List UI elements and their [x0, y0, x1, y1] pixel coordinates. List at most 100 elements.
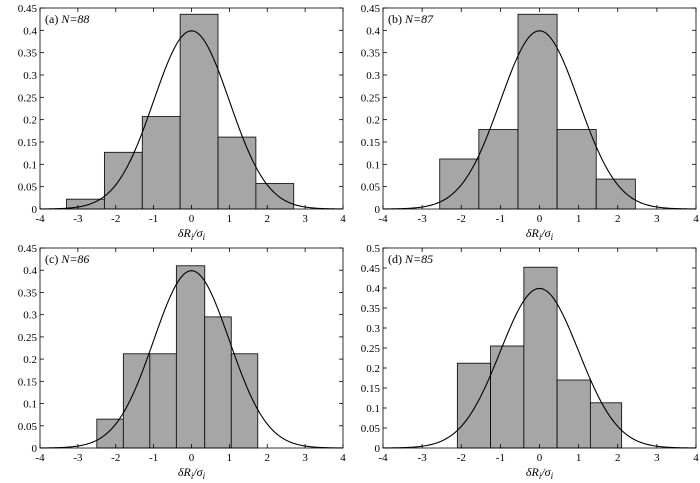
- y-tick-label: 0.45: [18, 3, 38, 15]
- x-tick-label: -2: [457, 452, 466, 464]
- panel-letter: (b): [388, 12, 405, 26]
- y-tick-label: 0.3: [23, 70, 37, 82]
- y-tick-label: 0.1: [366, 159, 380, 171]
- x-axis-label-subscript: i: [539, 232, 542, 242]
- x-tick-label: 2: [615, 452, 621, 464]
- y-tick-label: 0.35: [18, 287, 38, 299]
- y-tick-label: 0.1: [366, 403, 380, 415]
- x-tick-label: 2: [265, 452, 271, 464]
- x-axis-label-subscript: i: [551, 232, 554, 242]
- y-tick-label: 0.05: [361, 182, 381, 194]
- histogram-bar: [456, 362, 491, 449]
- y-tick-label: 0.35: [18, 48, 38, 60]
- y-tick-label: 0.3: [23, 310, 37, 322]
- x-tick-label: -4: [378, 213, 388, 225]
- x-axis-label-subscript: i: [191, 232, 194, 242]
- y-tick-label: 0.25: [18, 332, 38, 344]
- x-tick-label: 0: [537, 213, 543, 225]
- sample-size: N=87: [404, 12, 434, 26]
- histogram-bar: [217, 136, 257, 210]
- x-axis-label: δRi/σi: [178, 226, 206, 242]
- histogram-bar: [523, 266, 558, 449]
- x-tick-label: -3: [73, 452, 83, 464]
- x-tick-label: -2: [111, 452, 120, 464]
- y-tick-label: 0.15: [18, 137, 38, 149]
- x-tick-label: -3: [418, 213, 428, 225]
- y-tick-label: 0.35: [361, 48, 381, 60]
- y-tick-label: 0.45: [18, 243, 38, 255]
- y-tick-label: 0.05: [18, 421, 38, 433]
- panel-label: (b) N=87: [388, 12, 434, 26]
- x-axis-label-main: δR: [526, 226, 540, 240]
- x-tick-label: -2: [457, 213, 466, 225]
- y-tick-label: 0.4: [23, 265, 37, 277]
- x-tick-label: -4: [35, 452, 45, 464]
- x-tick-label: 2: [615, 213, 621, 225]
- x-tick-label: -1: [149, 452, 158, 464]
- x-tick-label: -3: [73, 213, 83, 225]
- y-tick-label: 0.25: [361, 92, 381, 104]
- panel-label: (a) N=88: [45, 12, 89, 26]
- x-axis-label-subscript: i: [203, 471, 206, 481]
- x-tick-label: 1: [576, 213, 582, 225]
- x-axis-label-main: δR: [178, 465, 192, 479]
- x-axis-label: δRi/σi: [178, 465, 206, 481]
- x-tick-label: 1: [576, 452, 582, 464]
- sample-size: N=88: [60, 12, 89, 26]
- histogram-bar: [478, 129, 519, 210]
- y-tick-label: 0.15: [18, 376, 38, 388]
- x-tick-label: -3: [418, 452, 428, 464]
- panel-label: (d) N=85: [388, 252, 433, 266]
- x-axis-label-divisor: /σ: [192, 226, 203, 240]
- panel-letter: (d): [388, 252, 405, 266]
- histogram-bar: [96, 418, 124, 449]
- y-tick-label: 0.15: [361, 383, 381, 395]
- x-tick-label: -1: [496, 213, 505, 225]
- y-tick-label: 0.2: [366, 115, 380, 127]
- y-tick-label: 0.2: [366, 363, 380, 375]
- histogram-bar: [179, 13, 219, 210]
- histogram-bar: [595, 178, 636, 210]
- histogram-bar: [517, 13, 558, 210]
- histogram-bar: [556, 129, 597, 210]
- histogram-bar: [149, 353, 177, 449]
- x-axis-label-main: δR: [178, 226, 192, 240]
- histogram-bar: [122, 353, 151, 449]
- x-tick-label: -4: [378, 452, 388, 464]
- x-tick-label: 1: [227, 452, 233, 464]
- y-tick-label: 0.3: [366, 70, 380, 82]
- y-tick-label: 0.4: [23, 25, 37, 37]
- histogram-panel: -4 -3 -2 -1 0 1 2 3 4 0 0.05 0.1 0.15 0.2 0.25 0.3 0.35 0…: [18, 243, 347, 481]
- x-axis-label-subscript: i: [203, 232, 206, 242]
- y-tick-label: 0: [32, 443, 38, 455]
- sample-size: N=85: [404, 252, 433, 266]
- x-axis-label-subscript: i: [551, 471, 554, 481]
- histogram-bar: [490, 345, 525, 449]
- sample-size: N=86: [60, 252, 89, 266]
- y-tick-label: 0.4: [366, 283, 380, 295]
- x-axis-label: δRi/σi: [526, 465, 554, 481]
- y-tick-label: 0.45: [361, 263, 381, 275]
- y-tick-label: 0: [375, 204, 381, 216]
- y-tick-label: 0.2: [23, 354, 37, 366]
- y-tick-label: 0.05: [18, 182, 38, 194]
- x-tick-label: -1: [496, 452, 505, 464]
- x-axis-label: δRi/σi: [526, 226, 554, 242]
- y-tick-label: 0: [375, 443, 381, 455]
- y-tick-label: 0.45: [361, 3, 381, 15]
- y-tick-label: 0.05: [361, 423, 381, 435]
- x-tick-label: 4: [340, 452, 346, 464]
- y-tick-label: 0.35: [361, 303, 381, 315]
- y-tick-label: 0.25: [361, 343, 381, 355]
- histogram-bar: [175, 265, 206, 449]
- x-tick-label: -2: [111, 213, 120, 225]
- normal-curve: [382, 30, 697, 210]
- y-tick-label: 0.2: [23, 115, 37, 127]
- histogram-bar: [141, 116, 181, 210]
- x-tick-label: 0: [189, 452, 195, 464]
- y-tick-label: 0: [32, 204, 38, 216]
- histogram-bar: [255, 183, 295, 210]
- y-tick-label: 0.1: [23, 399, 37, 411]
- histogram-panel: -4 -3 -2 -1 0 1 2 3 4 0 0.05 0.1 0.15 0.2 0.25 0.3 0.35 0…: [361, 3, 700, 242]
